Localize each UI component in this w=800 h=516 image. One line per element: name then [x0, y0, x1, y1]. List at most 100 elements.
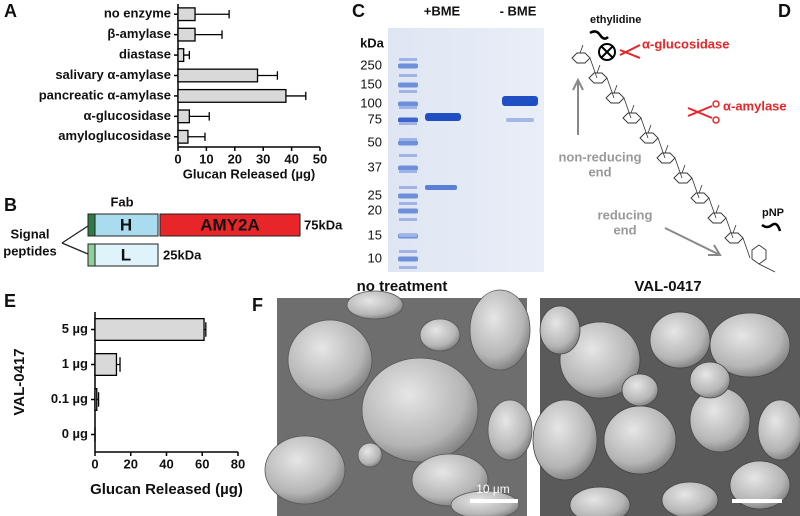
non-reducing-label: non-reducing	[558, 149, 641, 164]
ladder-label: 250	[360, 57, 382, 72]
bar	[177, 109, 191, 124]
ladder-label: 25	[368, 187, 382, 202]
ladder-band	[399, 234, 417, 237]
granule	[346, 290, 404, 320]
ladder-band	[398, 140, 418, 146]
y-tick-label: salivary α-amylase	[55, 67, 171, 82]
sugar-ring	[571, 52, 591, 64]
ladder-band	[399, 122, 417, 125]
ladder-label: 10	[368, 250, 382, 265]
ladder-band	[399, 250, 417, 253]
bond	[698, 184, 717, 219]
scissors	[712, 116, 720, 124]
granule	[357, 442, 383, 468]
y-tick-label: 5 µg	[62, 321, 88, 336]
granule	[649, 311, 711, 369]
x-tick-label: 40	[284, 151, 298, 166]
error-bar	[189, 112, 210, 121]
bond	[715, 204, 734, 239]
sugar-ring	[622, 112, 642, 124]
x-tick-label: 20	[228, 151, 242, 166]
gel	[388, 28, 544, 272]
granule	[559, 321, 641, 399]
bar	[94, 352, 118, 376]
heavy-chain	[94, 213, 159, 237]
block-icon	[600, 45, 614, 59]
granule	[419, 318, 461, 352]
bond	[579, 44, 598, 79]
sugar-ring	[656, 152, 676, 164]
granule	[487, 399, 533, 461]
granules	[532, 305, 800, 516]
error-bar	[195, 30, 223, 39]
amy2a-domain	[159, 213, 301, 237]
bar	[177, 129, 189, 144]
error-bar	[195, 9, 230, 19]
glycan-chain	[571, 44, 776, 273]
y-tick-label: diastase	[119, 47, 171, 62]
sugar-ring	[605, 92, 625, 104]
bar	[177, 27, 196, 42]
bar	[94, 317, 205, 341]
bond	[664, 144, 683, 179]
granule	[264, 435, 346, 505]
ladder-label: 100	[360, 95, 382, 110]
granule	[469, 289, 531, 371]
error-bar	[285, 91, 307, 101]
ethylidine-label: ethylidine	[590, 14, 641, 26]
ladder-label: 15	[368, 227, 382, 242]
block-icon	[598, 43, 616, 61]
error-bar	[257, 71, 279, 80]
reducing-label: reducing	[598, 207, 653, 222]
bond	[613, 84, 632, 119]
scissors	[619, 44, 641, 59]
granules	[264, 289, 533, 516]
ladder-band	[399, 138, 417, 141]
ladder-label: 50	[368, 134, 382, 149]
error-bar	[116, 357, 121, 372]
granule	[689, 361, 731, 399]
x-tick-label: 0	[174, 151, 181, 166]
panel-letter: D	[778, 1, 791, 21]
signal-label: Signal	[10, 226, 49, 241]
y-tick-label: no enzyme	[104, 6, 171, 21]
ladder-label: 75	[368, 111, 382, 126]
sem-title: VAL-0417	[634, 278, 701, 295]
light-label: L	[121, 245, 131, 264]
ladder-label: 150	[360, 76, 382, 91]
ladder-band	[399, 170, 417, 173]
ladder-band	[399, 90, 417, 93]
gel-band	[425, 185, 457, 190]
scale-label: 10 µm	[476, 482, 510, 496]
scissors	[687, 105, 713, 119]
bar	[177, 7, 196, 22]
ladder-band	[399, 186, 417, 189]
ladder-band	[398, 256, 418, 262]
reducing-label: end	[613, 222, 636, 237]
granule	[729, 460, 791, 510]
y-tick-label: 0 µg	[62, 426, 88, 441]
pnp-label: pNP	[762, 207, 784, 219]
ladder-label: 20	[368, 202, 382, 217]
panel-letter: A	[4, 1, 17, 21]
granule	[603, 405, 677, 475]
granule	[361, 357, 479, 463]
bond	[596, 64, 615, 99]
gel-band	[506, 118, 534, 122]
fusion-label: AMY2A	[200, 215, 260, 234]
y-tick-label: amyloglucosidase	[58, 128, 171, 143]
lane-label: +BME	[424, 3, 461, 18]
granule	[532, 399, 598, 481]
x-tick-label: 80	[231, 456, 245, 471]
bond	[630, 104, 649, 139]
sugar-ring	[673, 172, 693, 184]
panel-letter: F	[252, 295, 263, 315]
ladder-band	[399, 58, 417, 61]
ladder-band	[399, 106, 417, 109]
lane-label: - BME	[500, 3, 537, 18]
granule	[621, 373, 659, 407]
error-bar	[183, 50, 191, 60]
light-chain	[94, 243, 159, 267]
